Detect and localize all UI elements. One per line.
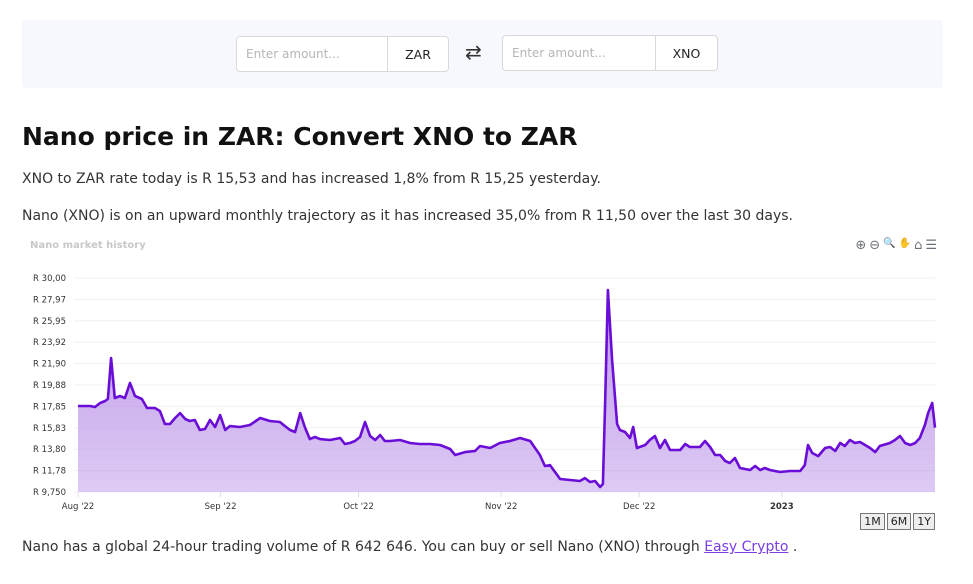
to-amount-input[interactable]	[503, 36, 655, 70]
home-icon[interactable]: ⌂	[914, 238, 923, 253]
y-tick-label: R 15,83	[33, 424, 66, 434]
swap-icon[interactable]: ⇄	[465, 40, 482, 64]
footer-end: .	[788, 539, 798, 555]
to-amount-group: XNO	[502, 35, 718, 71]
price-area	[78, 290, 935, 492]
zoom-in-icon[interactable]: ⊕	[855, 238, 867, 253]
x-tick-label: Dec '22	[623, 502, 655, 512]
y-tick-label: R 11,78	[33, 467, 66, 477]
to-currency-select[interactable]: XNO	[655, 36, 717, 70]
range-6m-button[interactable]: 6M	[886, 513, 912, 530]
range-buttons: 1M 6M 1Y	[860, 513, 935, 530]
x-tick-label: Oct '22	[343, 502, 374, 512]
y-tick-label: R 30,00	[33, 274, 66, 284]
monthly-trend: Nano (XNO) is on an upward monthly traje…	[22, 208, 794, 224]
y-tick-label: R 19,88	[33, 381, 66, 391]
zoom-out-icon[interactable]: ⊖	[869, 238, 881, 253]
range-1m-button[interactable]: 1M	[860, 513, 885, 530]
from-amount-group: ZAR	[236, 36, 449, 72]
chart-svg: R 9,750 R 11,78 R 13,80 R 15,83 R 17,85 R 19,…	[33, 274, 937, 512]
rate-summary: XNO to ZAR rate today is R 15,53 and has…	[22, 171, 601, 187]
price-chart: R 9,750 R 11,78 R 13,80 R 15,83 R 17,85 R 19,…	[22, 237, 943, 532]
y-tick-label: R 25,95	[33, 317, 66, 327]
from-amount-input[interactable]	[237, 37, 387, 71]
from-currency-select[interactable]: ZAR	[387, 37, 448, 71]
price-line	[78, 288, 937, 489]
chart-toolbar: ⊕ ⊖ 🔍 ✋ ⌂ ☰	[855, 238, 937, 253]
y-tick-label: R 13,80	[33, 445, 66, 455]
y-tick-label: R 21,90	[33, 360, 66, 370]
volume-sentence: Nano has a global 24-hour trading volume…	[22, 539, 705, 555]
zoom-select-icon[interactable]: 🔍	[883, 238, 896, 249]
x-tick-label: Aug '22	[62, 502, 94, 512]
range-1y-button[interactable]: 1Y	[913, 513, 935, 530]
x-tick-label: Sep '22	[205, 502, 237, 512]
easy-crypto-link[interactable]: Easy Crypto	[704, 539, 789, 555]
y-tick-label: R 17,85	[33, 402, 66, 412]
y-tick-label: R 9,750	[33, 488, 66, 498]
menu-icon[interactable]: ☰	[925, 238, 937, 253]
y-tick-label: R 27,97	[33, 295, 66, 305]
pan-icon[interactable]: ✋	[898, 238, 912, 249]
x-tick-label: 2023	[770, 502, 794, 512]
converter-panel: ZAR ⇄ XNO	[22, 20, 943, 88]
y-tick-label: R 23,92	[33, 338, 66, 348]
chart-title: Nano market history	[30, 240, 146, 251]
page-title: Nano price in ZAR: Convert XNO to ZAR	[22, 122, 578, 151]
volume-text: Nano has a global 24-hour trading volume…	[22, 539, 797, 555]
x-tick-label: Nov '22	[485, 502, 517, 512]
